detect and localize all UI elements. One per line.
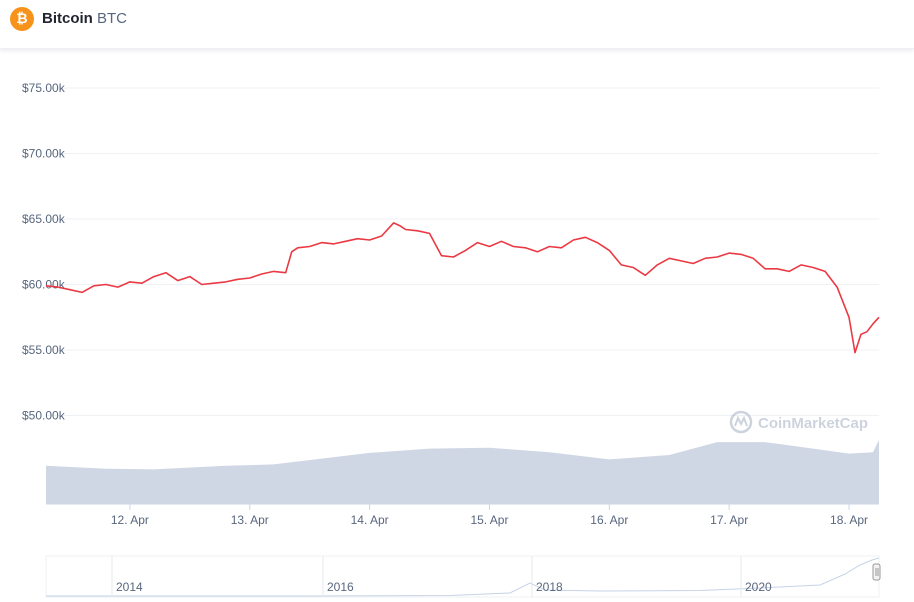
- navigator-tick-label: 2014: [116, 580, 143, 594]
- coinmarketcap-logo: CoinMarketCap: [729, 410, 868, 434]
- x-tick-label: 18. Apr: [830, 513, 868, 527]
- x-tick-label: 17. Apr: [710, 513, 748, 527]
- bitcoin-icon: ₿: [10, 7, 34, 31]
- y-tick-label: $60.00k: [22, 278, 66, 292]
- x-tick-label: 15. Apr: [470, 513, 508, 527]
- y-tick-label: $75.00k: [22, 81, 66, 95]
- navigator-frame: [45, 555, 880, 598]
- x-tick-label: 13. Apr: [231, 513, 269, 527]
- navigator-tick-label: 2016: [327, 580, 354, 594]
- x-tick-label: 14. Apr: [351, 513, 389, 527]
- coin-name: Bitcoin: [42, 10, 93, 27]
- navigator-tick-label: 2020: [745, 580, 772, 594]
- navigator-series: [46, 557, 880, 597]
- x-tick-label: 12. Apr: [111, 513, 149, 527]
- y-tick-label: $65.00k: [22, 212, 66, 226]
- watermark-text: CoinMarketCap: [758, 415, 868, 432]
- y-tick-label: $55.00k: [22, 343, 66, 357]
- price-line[interactable]: [45, 222, 880, 354]
- coin-symbol: BTC: [97, 10, 127, 27]
- coin-header: ₿ Bitcoin BTC: [0, 0, 914, 49]
- x-tick-label: 16. Apr: [590, 513, 628, 527]
- y-tick-label: $70.00k: [22, 147, 66, 161]
- navigator-tick-label: 2018: [536, 580, 563, 594]
- volume-area: [46, 439, 879, 504]
- y-tick-label: $50.00k: [22, 409, 66, 423]
